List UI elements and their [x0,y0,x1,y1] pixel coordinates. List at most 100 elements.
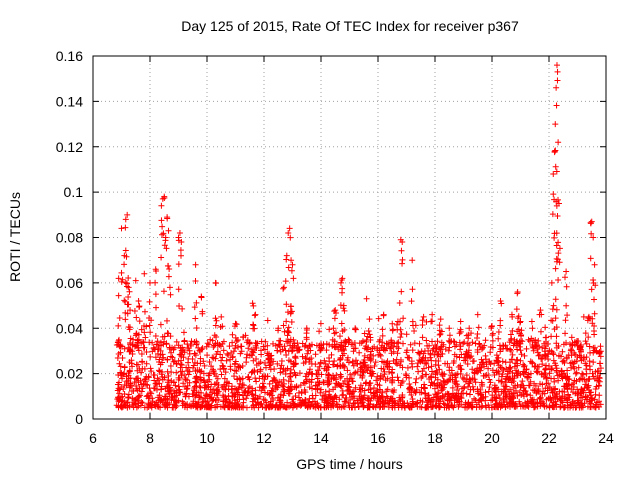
data-point [380,398,387,405]
data-point [535,337,542,344]
data-point [287,373,294,380]
data-point [158,217,165,224]
data-point [364,367,371,374]
data-point [252,342,259,349]
data-point [357,400,364,407]
data-point [207,386,214,393]
data-point [157,339,164,346]
data-point [196,393,203,400]
data-point [389,369,396,376]
data-point [285,384,292,391]
data-point [303,336,310,343]
data-point [213,351,220,358]
data-point [152,380,159,387]
data-point [172,382,179,389]
data-point [157,398,164,405]
data-point [334,401,341,408]
data-point [214,348,221,355]
data-point [295,343,302,350]
data-point [423,360,430,367]
data-point [140,339,147,346]
data-point [569,341,576,348]
data-point [359,368,366,375]
data-point [201,379,208,386]
data-point [151,372,158,379]
data-point [148,368,155,375]
data-point [459,374,466,381]
data-point [281,343,288,350]
data-point [212,280,219,287]
data-point [511,373,518,380]
data-point [319,396,326,403]
data-point [337,382,344,389]
data-point [472,379,479,386]
data-point [446,364,453,371]
data-point [437,331,444,338]
data-point [478,391,485,398]
data-point [454,370,461,377]
data-point [231,361,238,368]
data-point [552,296,559,303]
data-point [422,371,429,378]
data-point [193,341,200,348]
data-point [435,400,442,407]
data-point [512,403,519,410]
data-point [591,310,598,317]
data-point [232,385,239,392]
data-point [406,381,413,388]
data-point [447,338,454,345]
data-point [291,340,298,347]
data-point [393,356,400,363]
data-point [358,364,365,371]
data-point [312,351,319,358]
data-point [170,388,177,395]
data-point [485,365,492,372]
data-point [383,340,390,347]
data-point [591,296,598,303]
data-point [266,391,273,398]
data-point [232,342,239,349]
data-point [515,368,522,375]
data-point [463,390,470,397]
data-point [570,389,577,396]
data-point [288,318,295,325]
data-point [253,356,260,362]
data-point [496,370,503,377]
data-point [384,364,391,371]
data-point [539,355,546,362]
data-point [290,275,297,282]
data-point [389,403,396,410]
data-point [563,354,570,361]
data-point [268,387,275,394]
data-point [155,394,162,401]
data-point [304,404,311,411]
data-point [124,310,131,317]
data-point [141,404,148,411]
data-point [390,389,397,396]
data-point [559,399,566,406]
data-point [336,333,343,340]
data-point [568,386,575,393]
data-point [400,315,407,322]
data-point [215,382,222,389]
data-point [389,376,396,383]
data-point [592,386,599,393]
data-point [167,363,174,370]
data-point [587,255,594,262]
data-point [419,368,426,375]
data-point [379,332,386,339]
data-point [554,396,561,403]
data-point [458,351,465,358]
data-point [232,358,239,365]
data-point [590,234,597,241]
data-point [572,370,579,377]
data-point [180,380,187,387]
data-point [138,326,145,333]
data-point [167,291,174,298]
data-point [508,401,515,408]
data-point [483,371,490,378]
data-point [261,389,268,396]
data-point [375,315,382,322]
data-point [482,389,489,396]
data-point [442,346,449,353]
